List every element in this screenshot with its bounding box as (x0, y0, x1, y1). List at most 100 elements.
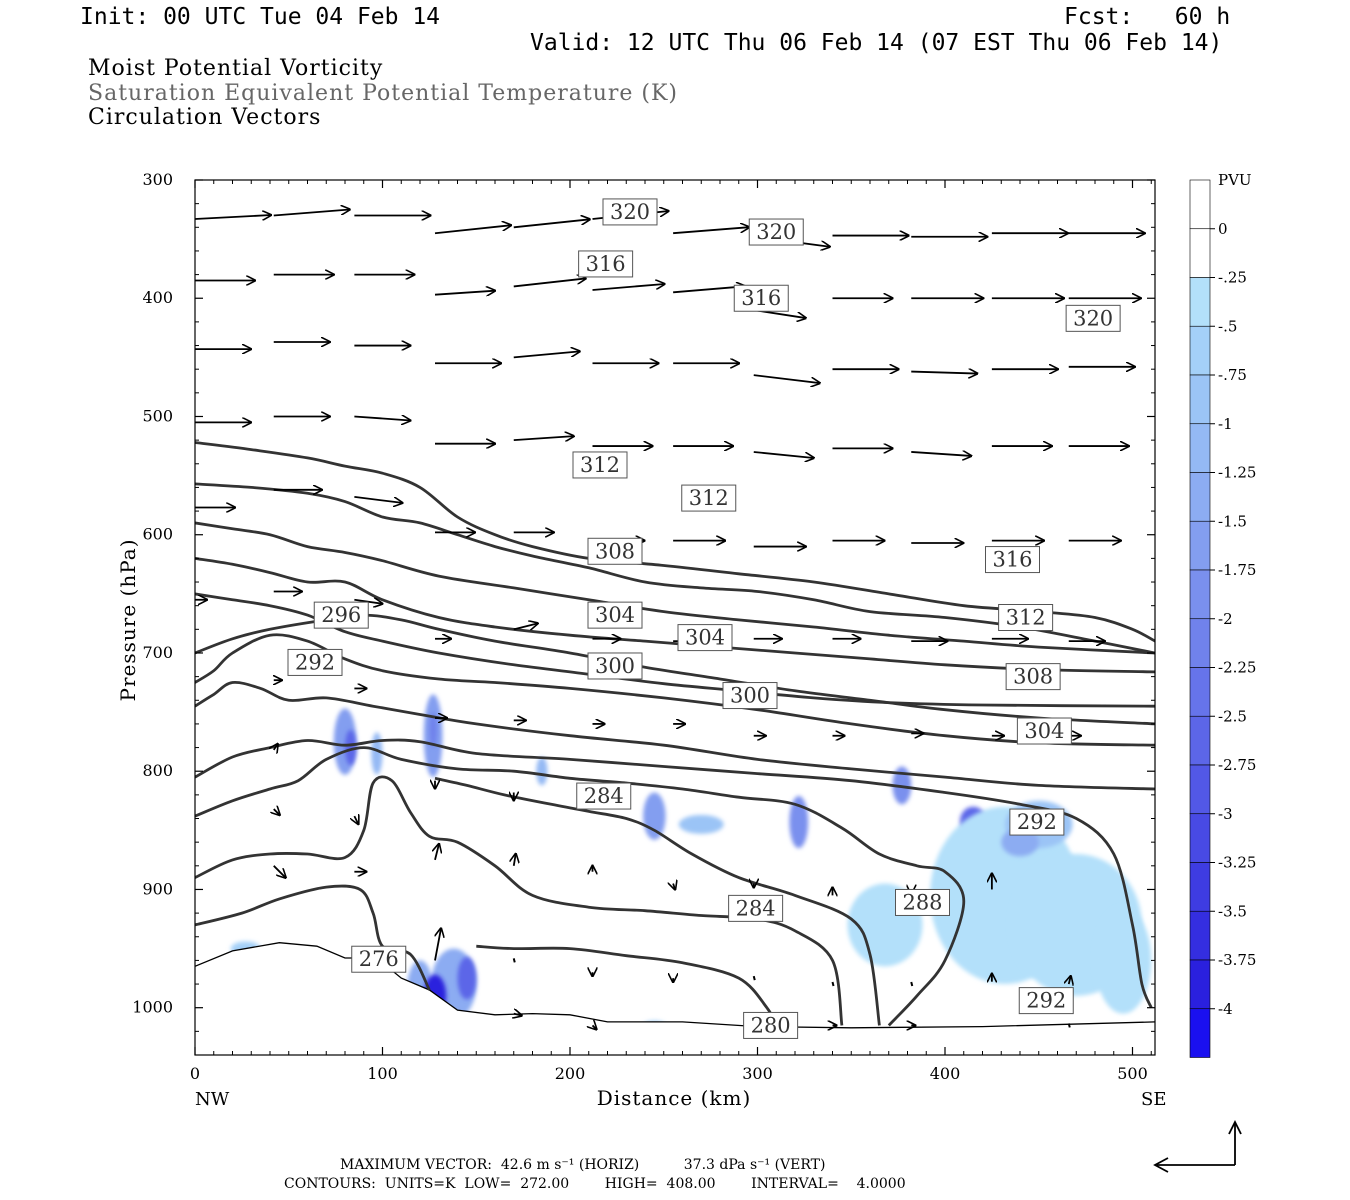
vector-4 (513, 219, 590, 229)
contour-label-312: 312 (572, 451, 628, 479)
x-tick-label: 200 (555, 1064, 586, 1083)
colorbar-swatch (1189, 228, 1211, 278)
svg-text:280: 280 (751, 1013, 791, 1037)
svg-text:304: 304 (1024, 719, 1064, 743)
colorbar-label: -3.75 (1218, 951, 1256, 969)
contour-label-308: 308 (587, 537, 643, 565)
contour-304 (195, 592, 1155, 708)
pv-region-13 (1095, 907, 1152, 1014)
contour-label-304: 304 (677, 624, 733, 652)
svg-text:316: 316 (586, 252, 626, 276)
vector-102 (752, 975, 756, 981)
colorbar-swatch (1189, 667, 1211, 717)
contour-label-320: 320 (602, 198, 658, 226)
vector-38 (354, 416, 410, 420)
colorbar-swatch (1189, 277, 1211, 327)
colorbar-label: 0 (1218, 220, 1228, 238)
svg-text:316: 316 (992, 548, 1032, 572)
vector-16 (513, 278, 586, 288)
vector-18 (673, 286, 745, 294)
vector-15 (434, 291, 495, 295)
svg-text:288: 288 (902, 890, 942, 914)
x-tick-label: 500 (1117, 1064, 1148, 1083)
colorbar-swatch (1189, 569, 1211, 620)
colorbar-swatch (1189, 1008, 1211, 1058)
colorbar-units: PVU (1218, 171, 1252, 189)
x-axis-title: Distance (km) (597, 1086, 752, 1110)
contour-label-316: 316 (578, 250, 634, 278)
svg-text:292: 292 (295, 650, 335, 674)
y-tick-label: 400 (142, 288, 173, 307)
forecast-hour: Fcst: 60 h (1064, 4, 1231, 30)
colorbar-label: -3.25 (1218, 854, 1256, 872)
colorbar-label: -1 (1218, 415, 1233, 433)
vector-33 (911, 372, 977, 374)
contour-296 (195, 633, 1155, 747)
contour-288 (195, 746, 966, 1027)
x-end-right: SE (1141, 1089, 1166, 1110)
y-tick-label: 300 (142, 170, 173, 189)
plot-frame (194, 179, 1156, 1056)
contour-labels: 320 320 320 316 316 312 312 316 308 312 304 304 308 2… (287, 198, 1121, 1039)
pv-region-8 (789, 796, 809, 849)
svg-text:320: 320 (1073, 306, 1113, 330)
contour-308 (195, 557, 1155, 674)
contour-label-292: 292 (1018, 987, 1074, 1015)
contour-280b (476, 944, 778, 1027)
x-tick-label: 100 (367, 1064, 398, 1083)
vector-103 (831, 981, 835, 987)
svg-text:312: 312 (580, 453, 620, 477)
vector-96 (273, 865, 286, 878)
colorbar-label: -1.75 (1218, 561, 1256, 579)
vector-50 (354, 495, 402, 503)
pv-region-7 (678, 814, 724, 834)
svg-text:316: 316 (741, 286, 781, 310)
vector-111 (1067, 1023, 1071, 1028)
field-title-mpv: Moist Potential Vorticity (88, 56, 384, 81)
colorbar-swatch (1189, 862, 1211, 912)
colorbar-swatch (1189, 959, 1211, 1010)
svg-text:292: 292 (1026, 989, 1066, 1013)
svg-text:300: 300 (730, 684, 770, 708)
x-tick-label: 300 (742, 1064, 773, 1083)
footer-max-vector: MAXIMUM VECTOR: 42.6 m s⁻¹ (HORIZ) 37.3 … (340, 1157, 826, 1173)
colorbar-label: -3.5 (1218, 902, 1247, 920)
x-tick-label: 400 (930, 1064, 961, 1083)
x-tick-label: 0 (190, 1064, 200, 1083)
vector-83 (274, 744, 278, 750)
colorbar-swatch (1189, 179, 1211, 230)
contour-label-276: 276 (351, 945, 407, 973)
colorbar-swatch (1189, 472, 1211, 522)
svg-text:320: 320 (756, 220, 796, 244)
vector-1 (273, 209, 350, 217)
svg-text:308: 308 (595, 539, 635, 563)
colorbar-label: -2 (1218, 610, 1233, 628)
pv-region-4 (429, 712, 437, 748)
contour-label-292: 292 (1009, 808, 1065, 836)
colorbar-label: -2.25 (1218, 659, 1256, 677)
axis-ticks: 300 400 500 600 700 800 900 1000 0 100 200 300 400 50… (132, 170, 1155, 1083)
init-time: Init: 00 UTC Tue 04 Feb 14 (80, 4, 441, 30)
svg-text:308: 308 (1013, 665, 1053, 689)
vector-106 (1069, 976, 1071, 984)
colorbar-label: -1.25 (1218, 464, 1256, 482)
vector-45 (911, 452, 971, 456)
svg-text:300: 300 (595, 654, 635, 678)
footer-contours: CONTOURS: UNITS=K LOW= 272.00 HIGH= 408.… (284, 1176, 906, 1192)
vector-43 (753, 451, 814, 458)
colorbar-swatch (1189, 910, 1211, 961)
vector-64 (513, 623, 538, 629)
vector-28 (513, 351, 580, 359)
vector-87 (354, 816, 358, 824)
contour-284b (434, 776, 881, 1026)
svg-text:312: 312 (1006, 606, 1046, 630)
vector-98 (434, 928, 441, 961)
contour-label-292: 292 (287, 648, 343, 676)
vector-107 (514, 1014, 522, 1016)
pv-region-1 (345, 729, 357, 766)
contour-label-300: 300 (587, 652, 643, 680)
svg-text:284: 284 (584, 784, 624, 808)
contour-312 (195, 521, 1155, 655)
svg-text:320: 320 (610, 200, 650, 224)
terrain-fill (195, 942, 1155, 1055)
